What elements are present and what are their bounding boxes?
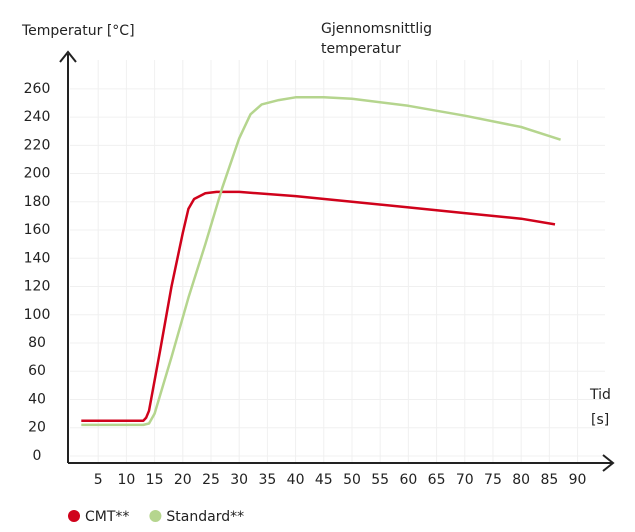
y-tick-label: 60	[28, 363, 46, 379]
x-tick-label: 45	[315, 472, 333, 488]
y-tick-label: 120	[24, 279, 51, 295]
y-tick-label: 100	[24, 307, 51, 323]
y-axis-arrow	[59, 50, 77, 63]
x-tick-label: 30	[230, 472, 248, 488]
y-tick-label: 220	[24, 137, 51, 153]
x-tick-label: 75	[484, 472, 502, 488]
x-tick-label: 40	[287, 472, 305, 488]
x-tick-label: 70	[456, 472, 474, 488]
series-line	[81, 96, 561, 427]
y-tick-label: 200	[24, 166, 51, 182]
grid	[70, 60, 605, 462]
y-tick-label: 160	[24, 222, 51, 238]
y-tick-label: 80	[28, 335, 46, 351]
x-axis-label: [s]	[591, 412, 609, 428]
x-axis-label: Tid	[589, 387, 611, 403]
y-tick-label: 0	[33, 448, 42, 464]
y-tick-label: 20	[28, 420, 46, 436]
legend-label: Standard**	[166, 509, 244, 525]
x-tick-label: 80	[512, 472, 530, 488]
annotation: temperatur	[321, 41, 401, 57]
series-line	[81, 190, 556, 422]
annotation: Gjennomsnittlig	[321, 21, 432, 37]
x-tick-label: 25	[202, 472, 220, 488]
y-tick-label: 180	[24, 194, 51, 210]
y-tick-label: 240	[24, 109, 51, 125]
x-tick-label: 15	[146, 472, 164, 488]
x-tick-label: 65	[428, 472, 446, 488]
x-tick-label: 50	[343, 472, 361, 488]
x-tick-label: 60	[399, 472, 417, 488]
y-tick-label: 260	[24, 81, 51, 97]
x-tick-label: 55	[371, 472, 389, 488]
y-axis-label: Temperatur [°C]	[21, 23, 135, 39]
x-tick-label: 85	[540, 472, 558, 488]
legend-marker	[68, 510, 80, 522]
x-tick-label: 10	[117, 472, 135, 488]
x-tick-label: 5	[94, 472, 103, 488]
y-tick-label: 140	[24, 250, 51, 266]
x-axis-arrow	[602, 454, 615, 472]
x-tick-label: 20	[174, 472, 192, 488]
legend-marker	[149, 510, 162, 522]
x-tick-label: 35	[258, 472, 276, 488]
x-tick-label: 90	[569, 472, 587, 488]
legend-label: CMT**	[85, 509, 129, 525]
y-tick-label: 40	[28, 391, 46, 407]
